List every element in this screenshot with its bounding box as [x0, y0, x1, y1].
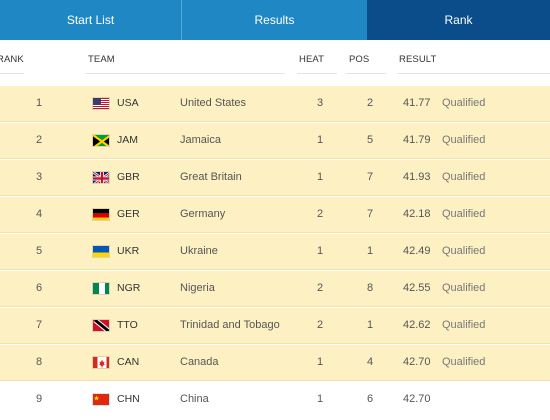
country-name: China	[180, 393, 209, 405]
header-divider	[397, 73, 550, 74]
rank-cell: 9	[35, 393, 43, 405]
qualified-status: Qualified	[442, 208, 486, 220]
country-code: NGR	[117, 282, 141, 294]
heat-cell: 1	[316, 245, 324, 257]
result-time: 42.49	[403, 245, 431, 257]
position-cell: 2	[366, 97, 374, 109]
qualified-status: Qualified	[442, 319, 486, 331]
result-time: 42.18	[403, 208, 431, 220]
china-flag-icon	[92, 393, 110, 406]
result-time: 42.70	[403, 393, 431, 405]
qualified-status: Qualified	[442, 245, 486, 257]
tab-bar: Start List Results Rank	[0, 0, 550, 40]
column-header-heat: HEAT	[299, 54, 325, 65]
qualified-status: Qualified	[442, 171, 486, 183]
country-name: Jamaica	[180, 134, 221, 146]
jamaica-flag-icon	[92, 134, 110, 147]
country-code: USA	[117, 97, 139, 109]
country-code: CHN	[117, 393, 140, 405]
position-cell: 4	[366, 356, 374, 368]
country-name: Ukraine	[180, 245, 218, 257]
column-header-pos: POS	[349, 54, 370, 65]
country-code: GER	[117, 208, 140, 220]
country-name: Germany	[180, 208, 226, 220]
header-divider	[85, 73, 285, 74]
table-row: 6 NGR Nigeria 2 8 42.55 Qualified	[0, 271, 550, 307]
heat-cell: 1	[316, 356, 324, 368]
country-code: GBR	[117, 171, 140, 183]
position-cell: 1	[366, 319, 374, 331]
country-code: TTO	[117, 319, 138, 331]
rank-cell: 8	[35, 356, 43, 368]
column-header-rank: RANK	[0, 54, 24, 65]
qualified-status: Qualified	[442, 282, 486, 294]
result-time: 41.93	[403, 171, 431, 183]
country-name: Great Britain	[180, 171, 242, 183]
table-row: 2 JAM Jamaica 1 5 41.79 Qualified	[0, 123, 550, 159]
tab-start-list[interactable]: Start List	[0, 0, 182, 40]
header-divider	[297, 73, 337, 74]
heat-cell: 2	[316, 282, 324, 294]
position-cell: 7	[366, 208, 374, 220]
table-row: 8 CAN Canada 1 4 42.70 Qualified	[0, 345, 550, 381]
country-code: JAM	[117, 134, 138, 146]
country-name: Trinidad and Tobago	[180, 319, 280, 331]
rank-cell: 2	[35, 134, 43, 146]
ukraine-flag-icon	[92, 245, 110, 258]
us-flag-icon	[92, 97, 110, 110]
qualified-status: Qualified	[442, 356, 486, 368]
table-row: 5 UKR Ukraine 1 1 42.49 Qualified	[0, 234, 550, 270]
position-cell: 1	[366, 245, 374, 257]
canada-flag-icon	[92, 356, 110, 369]
column-header-team: TEAM	[88, 54, 115, 65]
rank-cell: 3	[35, 171, 43, 183]
country-code: CAN	[117, 356, 140, 368]
heat-cell: 1	[316, 393, 324, 405]
country-name: Canada	[180, 356, 219, 368]
table-row: 7 TTO Trinidad and Tobago 2 1 42.62 Qualified	[0, 308, 550, 344]
result-time: 42.62	[403, 319, 431, 331]
country-name: United States	[180, 97, 247, 109]
germany-flag-icon	[92, 208, 110, 221]
qualified-status: Qualified	[442, 97, 486, 109]
heat-cell: 1	[316, 171, 324, 183]
table-row: 1 USA United States 3 2 41.77 Qualified	[0, 86, 550, 122]
heat-cell: 2	[316, 208, 324, 220]
trinidad-flag-icon	[92, 319, 110, 332]
rank-cell: 1	[35, 97, 43, 109]
position-cell: 6	[366, 393, 374, 405]
heat-cell: 2	[316, 319, 324, 331]
rank-cell: 7	[35, 319, 43, 331]
table-header: RANK TEAM HEAT POS RESULT	[0, 41, 550, 84]
table-row: 3 GBR Great Britain 1 7 41.93 Qualified	[0, 160, 550, 196]
heat-cell: 1	[316, 134, 324, 146]
rank-cell: 5	[35, 245, 43, 257]
country-name: Nigeria	[180, 282, 215, 294]
result-time: 41.79	[403, 134, 431, 146]
rank-cell: 6	[35, 282, 43, 294]
heat-cell: 3	[316, 97, 324, 109]
qualified-status: Qualified	[442, 134, 486, 146]
result-time: 42.70	[403, 356, 431, 368]
tab-results[interactable]: Results	[182, 0, 367, 40]
table-row: 9 CHN China 1 6 42.70	[0, 382, 550, 418]
result-time: 41.77	[403, 97, 431, 109]
position-cell: 7	[366, 171, 374, 183]
header-divider	[0, 73, 24, 74]
rank-cell: 4	[35, 208, 43, 220]
uk-flag-icon	[92, 171, 110, 184]
table-row: 4 GER Germany 2 7 42.18 Qualified	[0, 197, 550, 233]
position-cell: 8	[366, 282, 374, 294]
position-cell: 5	[366, 134, 374, 146]
country-code: UKR	[117, 245, 140, 257]
result-time: 42.55	[403, 282, 431, 294]
tab-rank[interactable]: Rank	[367, 0, 550, 40]
nigeria-flag-icon	[92, 282, 110, 295]
column-header-result: RESULT	[399, 54, 437, 65]
header-divider	[346, 73, 386, 74]
